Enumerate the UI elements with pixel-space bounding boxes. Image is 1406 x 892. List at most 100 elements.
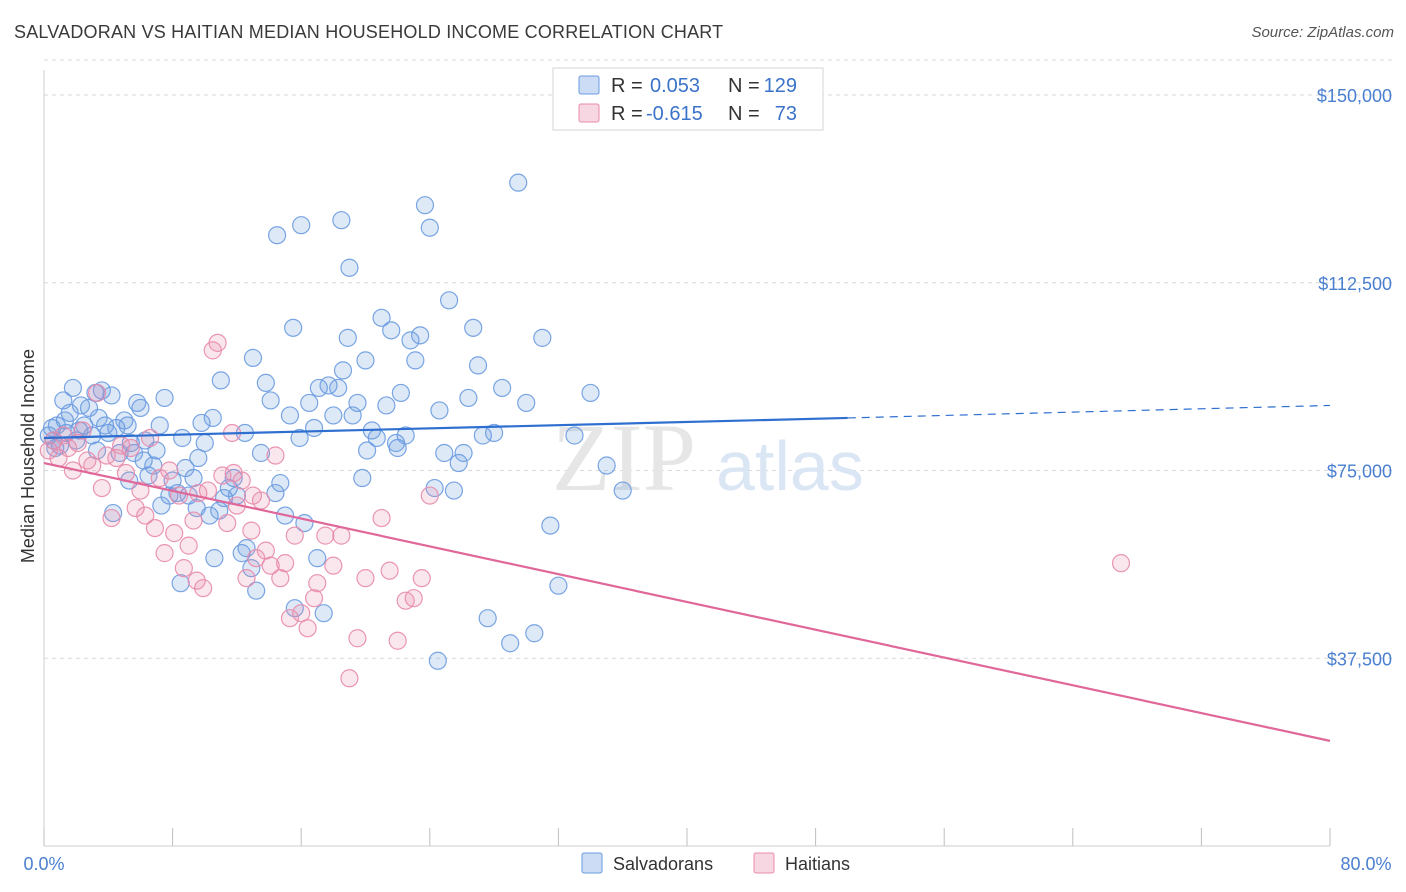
trend-line-salvadorans: [43, 416, 848, 440]
data-point: [256, 541, 275, 560]
y-tick-label: $112,500: [1318, 274, 1392, 294]
data-point: [247, 549, 266, 568]
data-point: [464, 318, 483, 337]
data-point: [194, 579, 213, 598]
data-point: [300, 393, 319, 413]
data-point: [388, 438, 407, 458]
watermark: ZIP atlas: [552, 404, 864, 511]
data-point: [332, 211, 351, 230]
data-point: [411, 326, 430, 345]
data-point: [118, 416, 137, 435]
data-point: [525, 624, 544, 643]
data-point: [251, 443, 271, 463]
bottom-legend: Salvadorans Haitians: [581, 852, 850, 874]
data-point: [261, 391, 280, 410]
legend-swatch-salvadorans: [578, 75, 600, 95]
data-point: [340, 669, 359, 688]
bottom-legend-label-salvadorans: Salvadorans: [613, 854, 713, 874]
data-point: [102, 508, 121, 528]
x-tick-label-min: 0.0%: [23, 854, 64, 874]
data-point: [353, 468, 372, 488]
data-point: [454, 443, 473, 463]
data-point: [478, 609, 497, 628]
data-point: [59, 438, 78, 458]
data-point: [131, 481, 150, 500]
data-point: [218, 513, 237, 533]
data-point: [280, 609, 300, 628]
data-point: [372, 508, 391, 528]
legend-n-label-0: N =: [728, 75, 760, 97]
watermark-atlas: atlas: [716, 427, 864, 505]
data-point: [415, 196, 435, 215]
data-point: [155, 544, 174, 563]
grid-lines: [44, 59, 1392, 659]
trend-line-haitians: [43, 461, 1331, 742]
data-point: [140, 428, 160, 448]
data-point: [150, 468, 169, 488]
data-point: [541, 516, 560, 535]
data-point: [358, 441, 377, 460]
data-point: [171, 574, 190, 593]
data-point: [237, 569, 256, 588]
data-point: [597, 456, 616, 475]
data-point: [87, 383, 107, 403]
data-point: [356, 351, 375, 370]
data-point: [348, 629, 367, 648]
x-axis-ticks: [43, 828, 1331, 846]
data-point: [324, 556, 343, 575]
data-point: [267, 226, 287, 245]
data-point: [128, 393, 147, 413]
legend-box: [552, 67, 824, 131]
data-point: [242, 521, 261, 540]
x-tick-label-max: 80.0%: [1340, 854, 1391, 874]
data-point: [1111, 554, 1131, 573]
data-point: [266, 483, 285, 503]
data-point: [205, 549, 224, 568]
data-point: [160, 461, 179, 480]
data-point: [388, 631, 407, 650]
data-point: [391, 383, 410, 403]
data-point: [292, 216, 311, 235]
data-point: [39, 441, 58, 460]
data-point: [152, 496, 171, 515]
data-point: [468, 356, 488, 375]
data-point: [420, 486, 439, 505]
data-point: [501, 634, 520, 653]
data-point: [549, 576, 568, 595]
data-point: [367, 428, 386, 448]
data-point: [280, 406, 300, 425]
data-point: [261, 556, 280, 575]
data-point: [213, 466, 232, 485]
data-point: [55, 411, 74, 430]
data-point: [340, 258, 359, 277]
bottom-legend-swatch-salvadorans: [581, 852, 603, 874]
data-point: [232, 544, 251, 563]
data-point: [92, 381, 111, 400]
data-point: [459, 388, 478, 408]
data-point: [382, 321, 401, 340]
trend-line-extension: [847, 404, 1331, 419]
data-point: [179, 536, 198, 555]
data-point: [89, 408, 108, 428]
legend-n-value-0: 129: [764, 75, 797, 97]
data-point: [493, 378, 512, 398]
data-point: [211, 371, 230, 390]
data-point: [115, 411, 134, 430]
data-point: [372, 308, 391, 327]
legend-r-label-1: R =: [611, 103, 643, 125]
data-point: [449, 453, 468, 473]
data-point: [509, 173, 528, 192]
data-point: [308, 549, 327, 568]
y-axis-label: Median Household Income: [18, 349, 38, 563]
data-point: [126, 498, 145, 518]
data-point: [290, 428, 309, 448]
series-salvadorans: [39, 173, 632, 670]
data-point: [276, 554, 295, 573]
data-point: [187, 571, 206, 590]
legend-r-value-1: -0.615: [646, 103, 703, 125]
data-point: [242, 559, 261, 578]
data-point: [581, 383, 600, 403]
data-point: [304, 418, 324, 438]
data-point: [145, 518, 165, 538]
